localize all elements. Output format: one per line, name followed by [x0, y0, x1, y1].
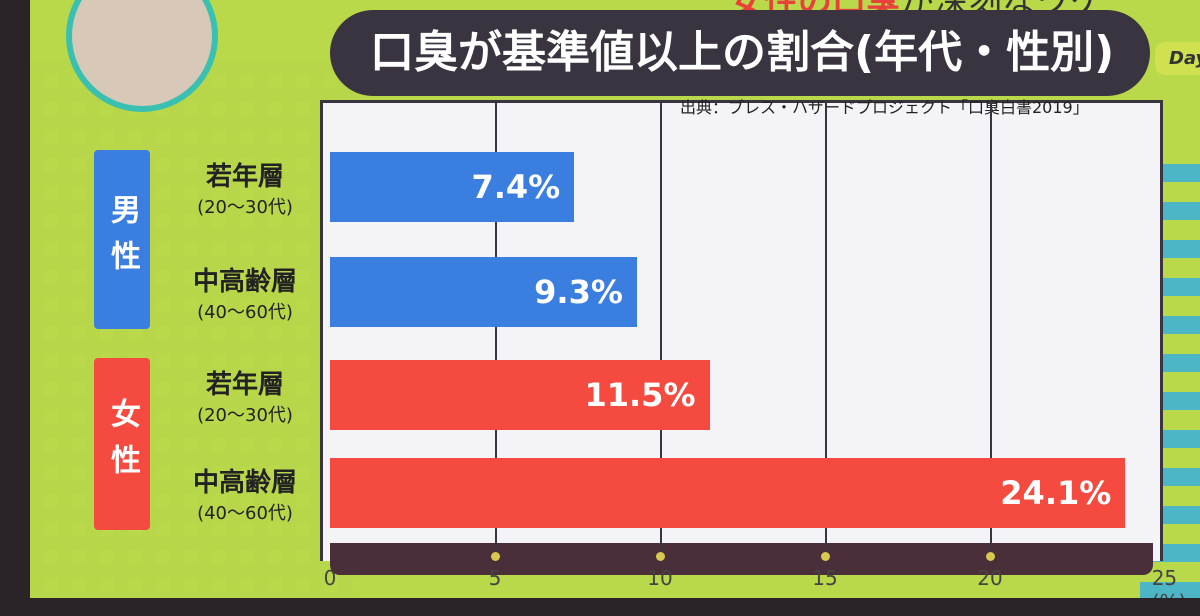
decorative-dots [30, 60, 360, 598]
bar: 24.1% [330, 458, 1126, 528]
category-label: 若年層 (20〜30代) [160, 156, 330, 219]
tick-dot [986, 552, 995, 561]
grid-line [660, 100, 662, 558]
x-tick-label: 0 [323, 566, 337, 590]
category-age: (20〜30代) [197, 197, 293, 218]
tick-dot [491, 552, 500, 561]
grid-line [495, 100, 497, 558]
x-tick-label: 5 [488, 566, 502, 590]
category-age: (40〜60代) [197, 302, 293, 323]
category-age: (40〜60代) [197, 503, 293, 524]
x-tick-label: 20 [977, 566, 1003, 590]
tick-dot [821, 552, 830, 561]
x-tick-label: 15 [812, 566, 838, 590]
category-label: 若年層 (20〜30代) [160, 364, 330, 427]
tick-dot [656, 552, 665, 561]
tv-screen: 女性の口臭が深刻なワケ Day 口臭が基準値以上の割合(年代・性別) 出典：ブレ… [30, 0, 1200, 598]
bar: 7.4% [330, 152, 575, 222]
bar: 9.3% [330, 257, 637, 327]
category-label: 中高齢層 (40〜60代) [160, 462, 330, 525]
x-tick-label: 25 (%) [1151, 566, 1187, 598]
category-label: 中高齢層 (40〜60代) [160, 261, 330, 324]
grid-line [825, 100, 827, 558]
x-tick-label: 10 [647, 566, 673, 590]
category-age: (20〜30代) [197, 405, 293, 426]
category-name: 若年層 [205, 370, 284, 400]
chart-title: 口臭が基準値以上の割合(年代・性別) [330, 10, 1150, 96]
category-name: 中高齢層 [192, 267, 297, 297]
x-axis [330, 543, 1153, 575]
chart-source: 出典：ブレス・ハザードプロジェクト「口臭白書2019」 [680, 98, 1089, 117]
group-label: 男性 [94, 150, 150, 329]
bar: 11.5% [330, 360, 710, 430]
group-label: 女性 [94, 358, 150, 530]
grid-line [990, 100, 992, 558]
category-name: 中高齢層 [192, 468, 297, 498]
day-badge: Day [1155, 42, 1200, 75]
category-name: 若年層 [205, 162, 284, 192]
